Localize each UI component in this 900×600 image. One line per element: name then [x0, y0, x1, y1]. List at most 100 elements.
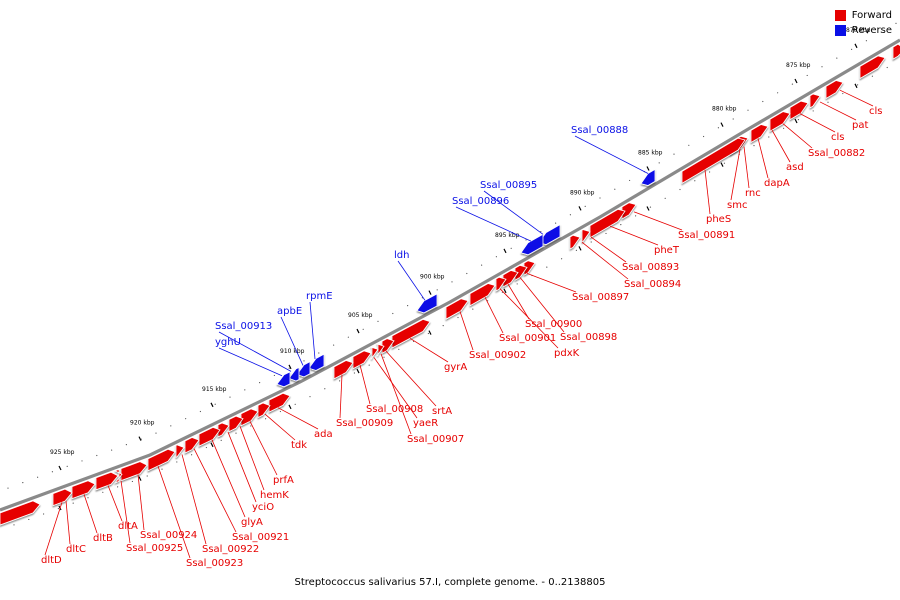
gene-label: Ssal_00900: [525, 319, 582, 330]
gene-leader-line: [107, 485, 123, 522]
gene-leader-line: [574, 135, 649, 174]
minor-tick: [777, 92, 779, 94]
gene-arrow-dltb: [71, 480, 96, 500]
minor-tick: [117, 486, 119, 488]
minor-tick: [244, 389, 246, 391]
forward-swatch: [834, 10, 846, 21]
minor-tick: [732, 118, 734, 120]
gene-leader-line: [771, 129, 791, 163]
minor-tick: [324, 388, 326, 390]
gene-leader-line: [157, 465, 191, 559]
kbp-tick-label: 905 kbp: [348, 312, 373, 319]
gene-arrow-glya: [198, 426, 221, 447]
minor-tick: [614, 188, 616, 190]
major-tick: [428, 330, 432, 335]
gene-leader-line: [373, 357, 418, 419]
minor-tick: [214, 403, 216, 405]
legend-reverse-label: Reverse: [851, 25, 892, 36]
gene-arrow-gyra: [391, 318, 431, 349]
minor-tick: [81, 460, 83, 462]
gene-label: Ssal_00913: [215, 321, 272, 332]
minor-tick: [717, 127, 720, 129]
minor-tick: [161, 468, 163, 470]
major-tick: [794, 78, 798, 84]
minor-tick: [451, 281, 453, 283]
legend-forward-label: Forward: [851, 10, 892, 21]
gene-leader-line: [507, 283, 530, 320]
gene-arrow-dltd: [0, 500, 41, 526]
gene-leader-line: [519, 277, 565, 333]
minor-tick: [525, 239, 527, 241]
minor-tick: [176, 461, 178, 463]
legend: Forward Reverse: [834, 8, 892, 38]
gene-leader-line: [730, 148, 741, 201]
minor-tick: [546, 266, 548, 268]
gene-arrow-rnc: [750, 124, 769, 144]
gene-arrow-ssal_00896: [520, 233, 544, 256]
gene-arrow-dapa: [769, 111, 791, 132]
gene-arrow-apbe: [296, 361, 311, 378]
major-tick: [138, 436, 142, 441]
major-tick: [428, 290, 432, 295]
gene-arrow-dltc: [52, 488, 73, 507]
gene-label: Ssal_00901: [499, 333, 556, 344]
gene-label: srtA: [432, 406, 452, 417]
gene-leader-line: [280, 316, 304, 366]
minor-tick: [457, 316, 459, 319]
gene-label: Ssal_00909: [336, 418, 393, 429]
gene-leader-line: [743, 146, 750, 189]
gene-arrow-ssal_00895: [538, 223, 561, 246]
minor-tick: [442, 325, 444, 327]
gene-label: rnc: [745, 188, 761, 199]
minor-tick: [170, 425, 172, 427]
kbp-tick-label: 875 kbp: [786, 62, 811, 69]
minor-tick: [797, 119, 800, 121]
gene-leader-line: [193, 448, 237, 533]
gene-label: pdxK: [554, 348, 580, 359]
minor-tick: [569, 214, 572, 216]
gene-leader-line: [227, 431, 257, 503]
gene-leader-line: [218, 331, 292, 372]
minor-tick: [392, 312, 394, 315]
minor-tick: [28, 518, 30, 521]
minor-tick: [575, 249, 578, 251]
gene-label: pat: [852, 120, 868, 131]
genome-caption: Streptococcus salivarius 57.I, complete …: [294, 577, 606, 588]
minor-tick: [768, 136, 770, 138]
gene-leader-line: [44, 502, 63, 556]
minor-tick: [865, 40, 868, 42]
kbp-tick-label: 895 kbp: [495, 232, 520, 239]
minor-tick: [620, 224, 622, 226]
minor-tick: [37, 476, 39, 478]
gene-label: prfA: [273, 475, 294, 486]
gene-label: ldh: [394, 250, 409, 261]
gene-label: Ssal_00921: [232, 532, 289, 543]
gene-leader-line: [819, 101, 857, 121]
gene-leader-line: [264, 413, 296, 441]
axis-line: [0, 38, 900, 512]
gene-label: Ssal_00908: [366, 404, 423, 415]
gene-leader-line: [83, 494, 98, 534]
gene-arrow-ssal_00924: [120, 461, 148, 482]
minor-tick: [880, 31, 882, 33]
gene-leader-line: [590, 236, 627, 263]
gene-arrow-ssal_00923: [147, 448, 176, 472]
gene-arrow-yaer: [369, 345, 379, 360]
gene-label: tdk: [291, 440, 307, 451]
gene-leader-line: [757, 138, 769, 179]
tick-marks: 870 kbp 875 kbp 880 kbp 885 kbp 890 kbp 895 k…: [7, 22, 897, 526]
gene-arrow-ssal_00921: [184, 437, 200, 454]
minor-tick: [427, 332, 429, 335]
gene-leader-line: [499, 288, 559, 349]
gene-arrow-ssal_00882: [809, 93, 821, 109]
minor-tick: [827, 101, 829, 103]
gene-arrow-ycio: [217, 422, 230, 438]
minor-tick: [229, 396, 231, 398]
gene-leader-line: [799, 113, 836, 133]
gene-arrow-ssal_00922: [175, 444, 185, 458]
gene-label: glyA: [241, 517, 263, 528]
minor-tick: [102, 491, 104, 493]
kbp-tick-label: 870 kbp: [846, 27, 871, 34]
gene-label: dltD: [41, 555, 62, 566]
